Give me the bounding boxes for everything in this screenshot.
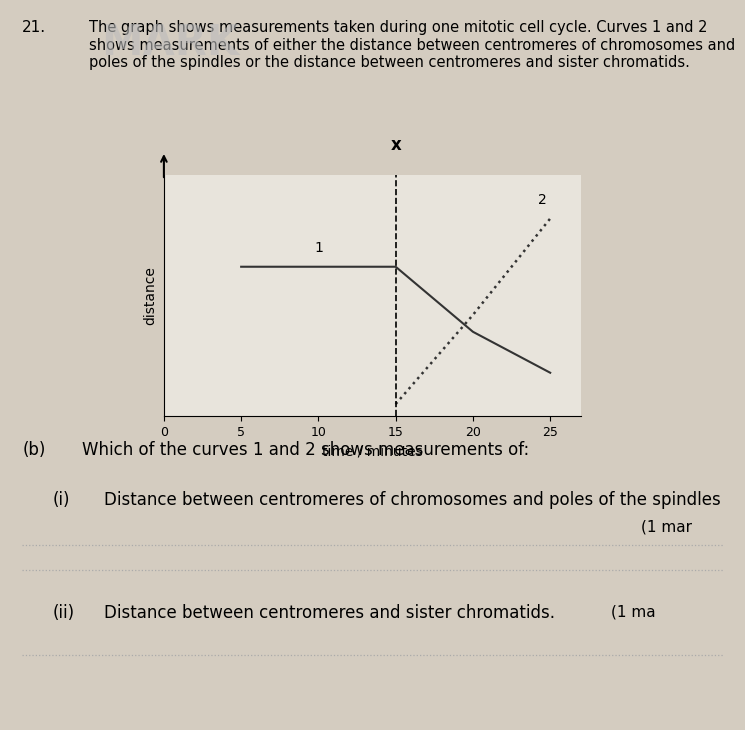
Text: 21.: 21. bbox=[22, 20, 46, 36]
Y-axis label: distance: distance bbox=[143, 266, 157, 325]
Text: Which of the curves 1 and 2 shows measurements of:: Which of the curves 1 and 2 shows measur… bbox=[82, 441, 529, 459]
X-axis label: time / minutes: time / minutes bbox=[322, 445, 423, 458]
Text: (ii): (ii) bbox=[52, 604, 74, 623]
Text: Distance between centromeres and sister chromatids.: Distance between centromeres and sister … bbox=[104, 604, 555, 623]
Text: Distance between centromeres of chromosomes and poles of the spindles: Distance between centromeres of chromoso… bbox=[104, 491, 721, 510]
Text: (1 mar: (1 mar bbox=[641, 520, 691, 534]
Text: (i): (i) bbox=[52, 491, 69, 510]
Text: 1: 1 bbox=[314, 242, 323, 256]
Text: x: x bbox=[390, 136, 401, 153]
Text: (1 ma: (1 ma bbox=[611, 604, 656, 620]
Text: The graph shows measurements taken during one mitotic cell cycle. Curves 1 and 2: The graph shows measurements taken durin… bbox=[89, 20, 735, 70]
Text: MARK: MARK bbox=[101, 22, 240, 64]
Text: (b): (b) bbox=[22, 441, 45, 459]
Text: 2: 2 bbox=[538, 193, 547, 207]
